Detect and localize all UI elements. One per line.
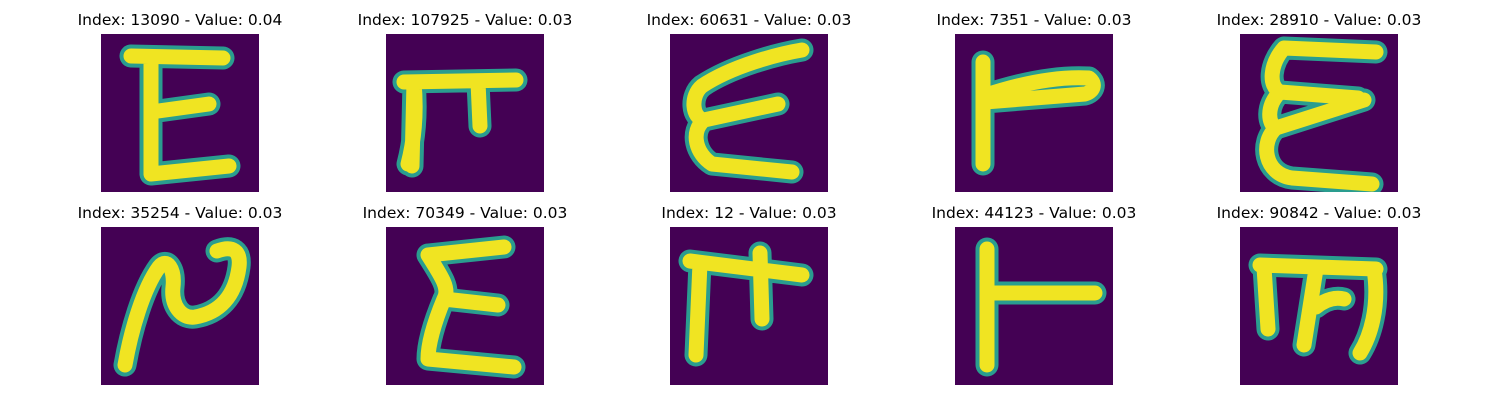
panel-title: Index: 107925 - Value: 0.03 — [357, 11, 573, 29]
panel-3: Index: 60631 - Value: 0.03 — [629, 11, 869, 201]
panel-2: Index: 107925 - Value: 0.03 — [345, 11, 585, 201]
letter-E-glyph — [670, 34, 828, 192]
letter-E-glyph — [101, 34, 259, 192]
letter-F-glyph — [386, 34, 544, 192]
panel-7: Index: 70349 - Value: 0.03 — [345, 204, 585, 394]
panel-title: Index: 70349 - Value: 0.03 — [362, 204, 568, 222]
panel-10: Index: 90842 - Value: 0.03 — [1199, 204, 1439, 394]
letter-M-glyph — [1240, 227, 1398, 385]
panel-title: Index: 13090 - Value: 0.04 — [77, 11, 283, 29]
panel-5: Index: 28910 - Value: 0.03 — [1199, 11, 1439, 201]
letter-E-glyph — [386, 227, 544, 385]
panel-title: Index: 60631 - Value: 0.03 — [646, 11, 852, 29]
panel-title: Index: 44123 - Value: 0.03 — [931, 204, 1137, 222]
panel-title: Index: 35254 - Value: 0.03 — [77, 204, 283, 222]
letter-F-glyph — [955, 34, 1113, 192]
letter-N-glyph — [101, 227, 259, 385]
panel-6: Index: 35254 - Value: 0.03 — [60, 204, 300, 394]
panel-title: Index: 90842 - Value: 0.03 — [1216, 204, 1422, 222]
panel-8: Index: 12 - Value: 0.03 — [629, 204, 869, 394]
panel-title: Index: 12 - Value: 0.03 — [661, 204, 837, 222]
panel-title: Index: 7351 - Value: 0.03 — [936, 11, 1132, 29]
panel-1: Index: 13090 - Value: 0.04 — [60, 11, 300, 201]
panel-9: Index: 44123 - Value: 0.03 — [914, 204, 1154, 394]
letter-F-glyph — [670, 227, 828, 385]
letter-E-glyph — [1240, 34, 1398, 192]
letter-F-glyph — [955, 227, 1113, 385]
panel-title: Index: 28910 - Value: 0.03 — [1216, 11, 1422, 29]
panel-4: Index: 7351 - Value: 0.03 — [914, 11, 1154, 201]
